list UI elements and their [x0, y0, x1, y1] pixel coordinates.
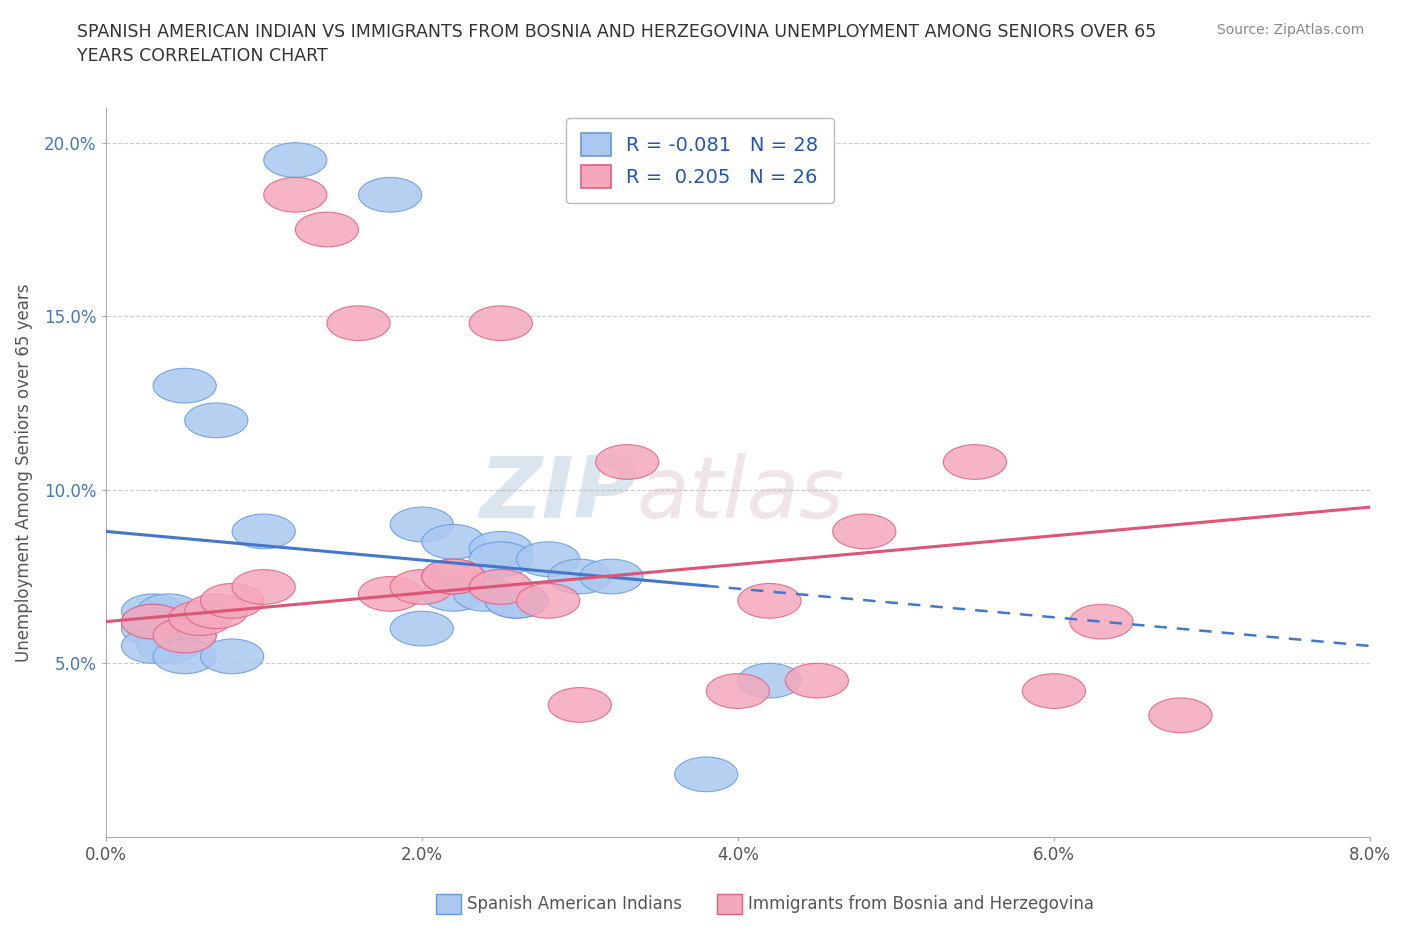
Ellipse shape — [485, 583, 548, 618]
Ellipse shape — [153, 368, 217, 403]
Legend: R = -0.081   N = 28, R =  0.205   N = 26: R = -0.081 N = 28, R = 0.205 N = 26 — [567, 118, 834, 204]
Ellipse shape — [138, 629, 201, 663]
Ellipse shape — [295, 212, 359, 246]
Ellipse shape — [232, 569, 295, 604]
Ellipse shape — [121, 604, 184, 639]
Ellipse shape — [184, 403, 247, 438]
Ellipse shape — [201, 639, 264, 673]
Ellipse shape — [422, 577, 485, 611]
Ellipse shape — [422, 559, 485, 594]
Ellipse shape — [359, 577, 422, 611]
Ellipse shape — [706, 673, 769, 709]
Ellipse shape — [169, 601, 232, 635]
Ellipse shape — [1149, 698, 1212, 733]
Ellipse shape — [264, 142, 328, 178]
Ellipse shape — [470, 569, 533, 604]
Ellipse shape — [470, 531, 533, 566]
Ellipse shape — [470, 306, 533, 340]
Ellipse shape — [121, 594, 184, 629]
Ellipse shape — [121, 604, 184, 639]
Text: atlas: atlas — [637, 453, 845, 536]
Ellipse shape — [943, 445, 1007, 479]
Ellipse shape — [832, 514, 896, 549]
Ellipse shape — [1070, 604, 1133, 639]
Ellipse shape — [548, 687, 612, 723]
Ellipse shape — [153, 639, 217, 673]
Ellipse shape — [153, 618, 217, 653]
Ellipse shape — [389, 611, 453, 646]
Ellipse shape — [579, 559, 643, 594]
Ellipse shape — [264, 178, 328, 212]
Ellipse shape — [470, 542, 533, 577]
Ellipse shape — [786, 663, 848, 698]
Ellipse shape — [201, 583, 264, 618]
Ellipse shape — [516, 583, 579, 618]
Ellipse shape — [389, 569, 453, 604]
Ellipse shape — [485, 583, 548, 618]
Ellipse shape — [232, 514, 295, 549]
Text: ZIP: ZIP — [479, 453, 637, 536]
Ellipse shape — [138, 594, 201, 629]
Ellipse shape — [453, 577, 516, 611]
Ellipse shape — [738, 663, 801, 698]
Ellipse shape — [738, 583, 801, 618]
Ellipse shape — [1022, 673, 1085, 709]
Text: SPANISH AMERICAN INDIAN VS IMMIGRANTS FROM BOSNIA AND HERZEGOVINA UNEMPLOYMENT A: SPANISH AMERICAN INDIAN VS IMMIGRANTS FR… — [77, 23, 1157, 65]
Ellipse shape — [422, 559, 485, 594]
Text: Immigrants from Bosnia and Herzegovina: Immigrants from Bosnia and Herzegovina — [748, 895, 1094, 913]
Ellipse shape — [121, 611, 184, 646]
Ellipse shape — [153, 618, 217, 653]
Text: Spanish American Indians: Spanish American Indians — [467, 895, 682, 913]
Ellipse shape — [121, 629, 184, 663]
Ellipse shape — [328, 306, 389, 340]
Ellipse shape — [596, 445, 659, 479]
Y-axis label: Unemployment Among Seniors over 65 years: Unemployment Among Seniors over 65 years — [15, 283, 32, 661]
Ellipse shape — [516, 542, 579, 577]
Text: Source: ZipAtlas.com: Source: ZipAtlas.com — [1216, 23, 1364, 37]
Ellipse shape — [389, 507, 453, 542]
Ellipse shape — [675, 757, 738, 791]
Ellipse shape — [359, 178, 422, 212]
Ellipse shape — [184, 594, 247, 629]
Ellipse shape — [548, 559, 612, 594]
Ellipse shape — [422, 525, 485, 559]
